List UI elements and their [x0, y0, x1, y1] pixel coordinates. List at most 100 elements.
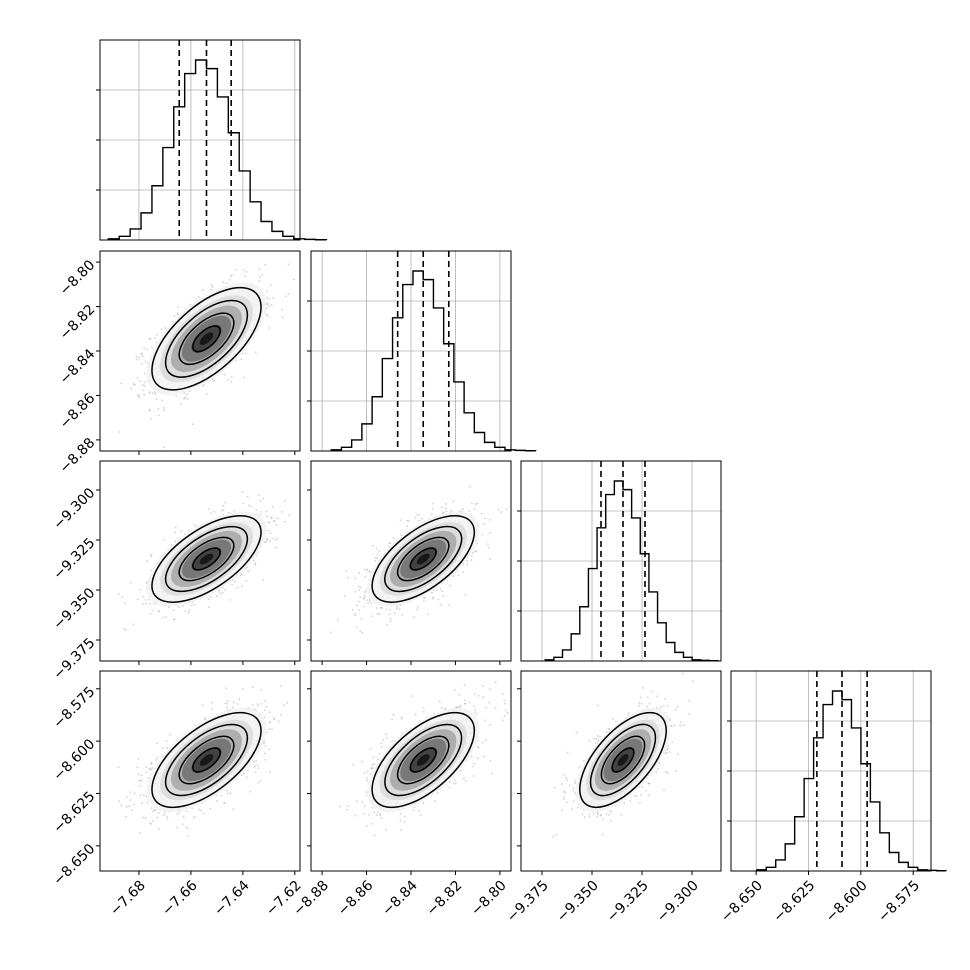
sample-point — [387, 545, 390, 548]
sample-point — [125, 795, 128, 798]
sample-point — [242, 502, 245, 505]
sample-point — [259, 780, 262, 783]
sample-point — [150, 762, 153, 765]
sample-point — [183, 533, 186, 535]
sample-point — [245, 270, 248, 273]
sample-point — [177, 306, 180, 308]
sample-point — [366, 568, 369, 571]
sample-point — [143, 384, 146, 387]
sample-point — [251, 243, 253, 245]
sample-point — [222, 281, 225, 284]
sample-point — [431, 508, 434, 510]
sample-point — [272, 297, 275, 299]
sample-point — [374, 560, 377, 562]
sample-point — [177, 313, 180, 316]
sample-point — [148, 598, 150, 601]
sample-point — [136, 766, 139, 769]
sample-point — [265, 538, 268, 541]
sample-point — [201, 704, 204, 706]
sample-point — [133, 803, 135, 806]
sample-point — [266, 315, 269, 318]
sample-point — [265, 540, 268, 543]
sample-point — [416, 608, 419, 611]
sample-point — [121, 595, 124, 598]
sample-point — [266, 302, 269, 305]
sample-point — [247, 504, 250, 507]
sample-point — [173, 618, 176, 621]
sample-point — [357, 600, 360, 603]
sample-point — [188, 529, 191, 532]
sample-point — [185, 810, 188, 812]
sample-point — [266, 307, 268, 310]
sample-point — [263, 709, 266, 712]
sample-point — [205, 392, 208, 395]
sample-point — [376, 612, 379, 615]
sample-point — [210, 512, 212, 515]
sample-point — [143, 372, 146, 375]
sample-point — [200, 809, 203, 812]
sample-point — [358, 609, 361, 611]
sample-point — [181, 605, 184, 608]
sample-point — [267, 529, 270, 532]
sample-point — [144, 817, 147, 820]
sample-point — [418, 514, 421, 517]
histogram-panel-3 — [517, 460, 722, 662]
sample-point — [157, 408, 160, 410]
sample-point — [292, 278, 295, 281]
sample-point — [364, 591, 366, 594]
sample-point — [476, 502, 479, 505]
sample-point — [287, 293, 290, 295]
sample-point — [464, 593, 467, 596]
sample-point — [268, 728, 271, 731]
sample-point — [346, 576, 349, 579]
sample-point — [270, 303, 273, 306]
contour-line — [164, 525, 249, 593]
sample-point — [226, 700, 229, 702]
sample-point — [285, 295, 287, 298]
contour-line — [178, 536, 235, 582]
sample-point — [371, 615, 374, 618]
sample-point — [288, 514, 291, 517]
sample-point — [146, 348, 149, 351]
sample-point — [244, 275, 247, 278]
sample-point — [423, 596, 426, 599]
sample-point — [471, 551, 474, 554]
sample-point — [125, 815, 128, 818]
sample-point — [190, 604, 193, 607]
sample-point — [218, 590, 220, 593]
sample-point — [264, 699, 266, 702]
sample-point — [260, 510, 263, 513]
sample-point — [266, 296, 269, 299]
panel-frame — [730, 670, 932, 872]
sample-point — [162, 747, 164, 749]
sample-point — [457, 574, 460, 577]
sample-point — [225, 687, 228, 689]
scatter-panel-3-1 — [96, 460, 301, 665]
sample-point — [414, 516, 417, 519]
sample-point — [488, 558, 491, 561]
sample-point — [257, 767, 260, 770]
sample-point — [468, 510, 471, 513]
sample-point — [254, 771, 257, 773]
sample-point — [146, 560, 149, 562]
sample-point — [451, 509, 453, 512]
sample-point — [189, 303, 192, 306]
sample-point — [430, 513, 433, 516]
sample-point — [155, 398, 158, 401]
sample-point — [120, 804, 123, 807]
sample-point — [363, 568, 366, 571]
sample-point — [364, 575, 367, 578]
sample-point — [150, 555, 153, 558]
sample-point — [215, 595, 218, 598]
sample-point — [240, 358, 243, 361]
sample-point — [272, 537, 275, 540]
sample-point — [164, 326, 167, 329]
sample-point — [227, 511, 230, 514]
histogram-panel-4 — [727, 670, 947, 872]
sample-point — [448, 584, 451, 587]
sample-point — [359, 596, 362, 599]
sample-point — [180, 530, 183, 533]
sample-point — [393, 611, 396, 614]
sample-point — [167, 606, 170, 609]
sample-point — [287, 263, 290, 266]
